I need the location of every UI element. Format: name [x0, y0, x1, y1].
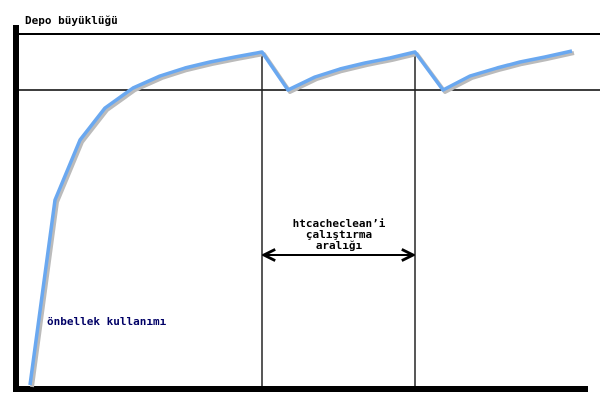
interval-label-line-1: htcacheclean’i	[293, 217, 386, 230]
interval-label-line-2: çalıştırma	[306, 228, 372, 241]
curve-label: önbellek kullanımı	[47, 315, 167, 328]
x-axis	[13, 386, 588, 392]
interval-label-line-3: aralığı	[316, 239, 363, 252]
y-axis-label: Depo büyüklüğü	[25, 14, 118, 27]
cache-usage-shadow	[30, 51, 575, 388]
cache-usage-curve	[28, 49, 573, 386]
y-axis	[13, 25, 19, 392]
